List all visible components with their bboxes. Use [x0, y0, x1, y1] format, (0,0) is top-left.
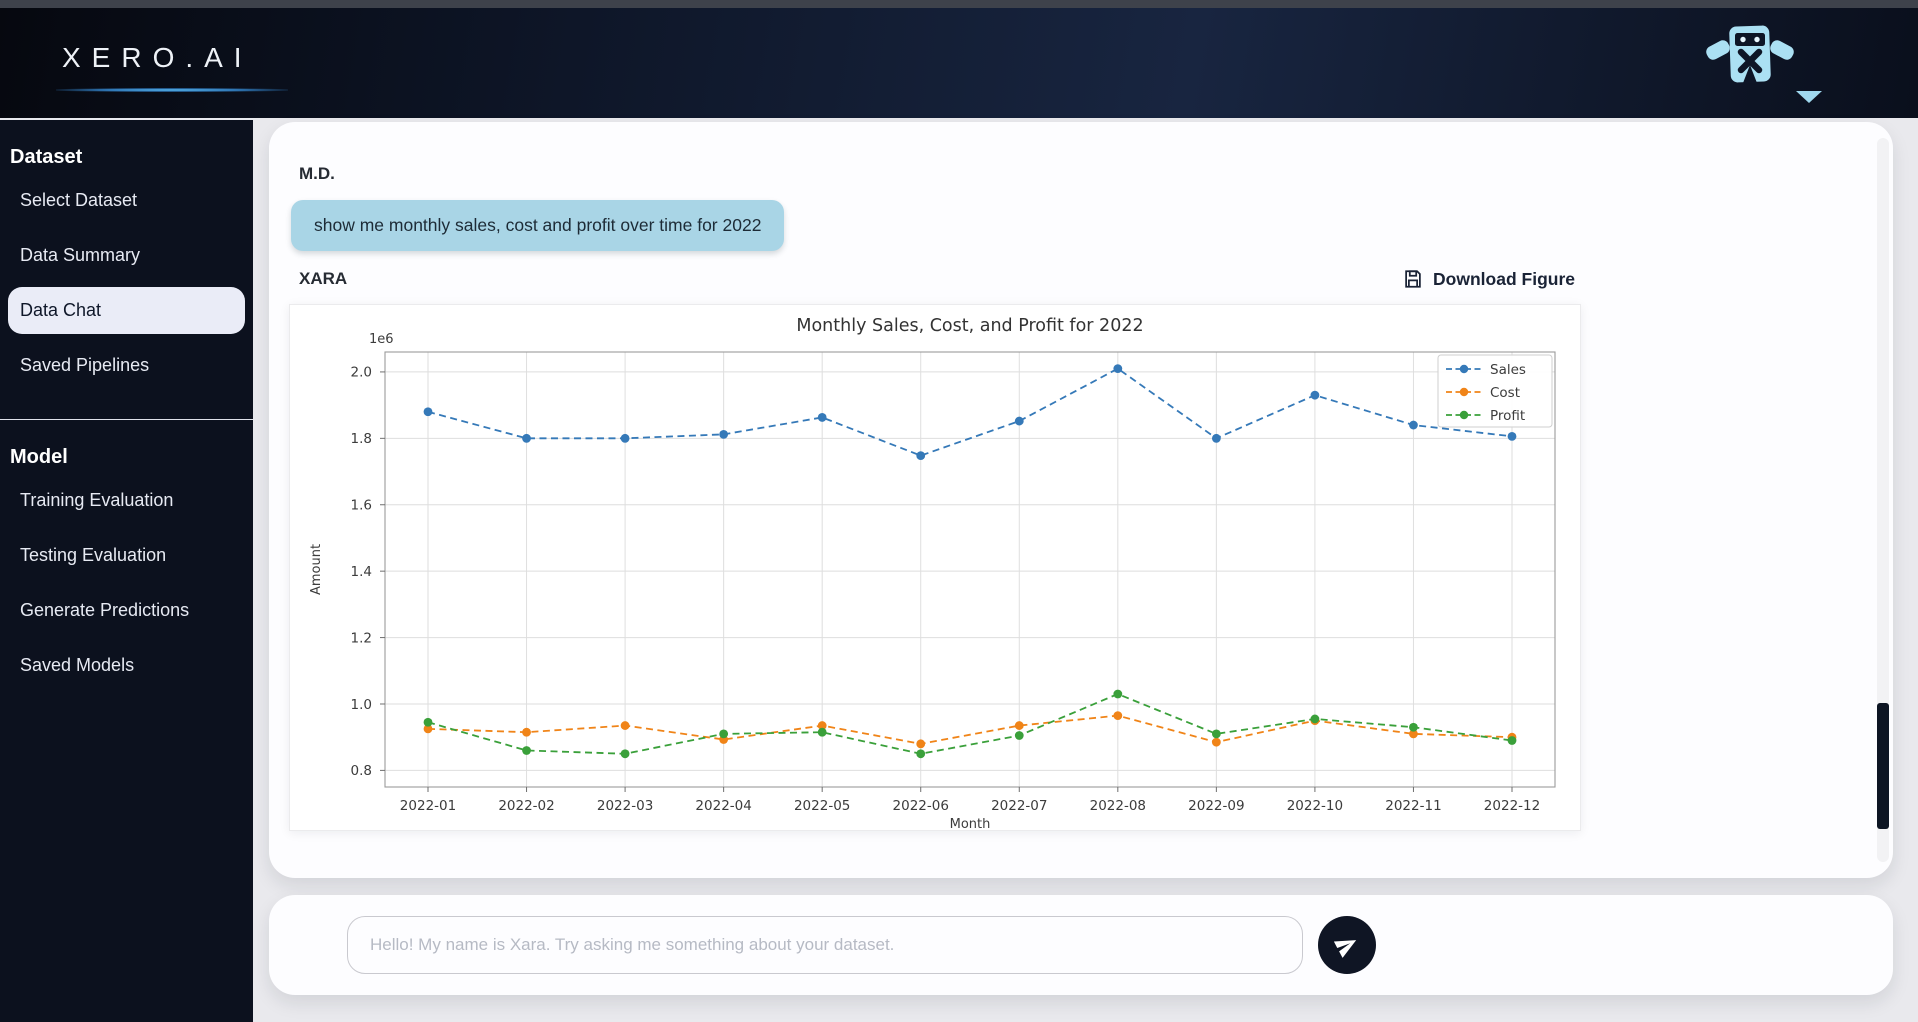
svg-text:Month: Month: [950, 817, 991, 830]
chevron-down-icon: [1796, 91, 1822, 103]
robot-mascot-icon: [1706, 25, 1794, 83]
svg-text:1.6: 1.6: [351, 498, 372, 514]
svg-text:Cost: Cost: [1490, 385, 1520, 401]
assistant-message-author: XARA: [299, 269, 348, 288]
svg-text:2022-10: 2022-10: [1287, 798, 1343, 814]
svg-text:2022-02: 2022-02: [498, 798, 554, 814]
svg-text:2022-05: 2022-05: [794, 798, 850, 814]
svg-text:0.8: 0.8: [351, 763, 372, 779]
svg-text:1e6: 1e6: [369, 332, 394, 347]
chat-scrollbar-track[interactable]: [1877, 138, 1889, 862]
svg-text:Monthly Sales, Cost, and Profi: Monthly Sales, Cost, and Profit for 2022: [796, 316, 1143, 336]
brand-logo: XERO.AI: [62, 42, 253, 73]
chart-figure: 0.8 1.0 1.2 1.4 1.6 1.8 2.0 2022-01 2022-02 2022-…: [289, 304, 1581, 832]
account-menu-toggle[interactable]: [1795, 90, 1823, 109]
download-figure-label: Download Figure: [1433, 268, 1575, 289]
sidebar-nav: Dataset Select Dataset Data Summary Data…: [0, 118, 253, 1022]
sidebar-item-generate-predictions[interactable]: Generate Predictions: [20, 600, 190, 620]
svg-text:2022-11: 2022-11: [1385, 798, 1441, 814]
svg-text:2022-12: 2022-12: [1484, 798, 1540, 814]
svg-text:2022-06: 2022-06: [893, 798, 949, 814]
chat-scrollbar-thumb[interactable]: [1877, 702, 1889, 830]
svg-text:1.0: 1.0: [351, 697, 372, 713]
sidebar-item-training-evaluation[interactable]: Training Evaluation: [20, 490, 174, 510]
sidebar-divider: [0, 419, 253, 420]
sidebar-section-dataset: Dataset: [10, 146, 83, 168]
window-top-strip: [0, 0, 1918, 8]
download-figure-button[interactable]: Download Figure: [1396, 267, 1581, 291]
svg-text:2022-04: 2022-04: [695, 798, 751, 814]
send-icon: [1334, 940, 1357, 958]
svg-text:2022-03: 2022-03: [597, 798, 653, 814]
svg-text:2022-01: 2022-01: [400, 798, 456, 814]
sidebar-item-select-dataset[interactable]: Select Dataset: [20, 190, 138, 210]
sidebar-section-model: Model: [10, 446, 68, 468]
chat-message-input[interactable]: [347, 916, 1303, 974]
svg-text:2.0: 2.0: [351, 365, 372, 381]
composer-panel: [269, 895, 1893, 995]
sidebar-item-data-summary[interactable]: Data Summary: [20, 245, 141, 265]
svg-text:Profit: Profit: [1490, 408, 1525, 424]
svg-text:Amount: Amount: [309, 544, 324, 595]
chat-panel: M.D. show me monthly sales, cost and pro…: [269, 122, 1893, 878]
svg-text:Sales: Sales: [1490, 362, 1526, 378]
sidebar-item-data-chat[interactable]: Data Chat: [8, 287, 245, 334]
svg-text:1.8: 1.8: [351, 431, 372, 447]
chat-messages: M.D. show me monthly sales, cost and pro…: [289, 164, 1581, 832]
send-message-button[interactable]: [1318, 916, 1376, 974]
assistant-message-header: XARA Download Figure: [289, 267, 1581, 291]
svg-text:1.4: 1.4: [351, 564, 372, 580]
svg-text:1.2: 1.2: [351, 630, 372, 646]
sidebar-item-saved-models[interactable]: Saved Models: [20, 655, 135, 675]
svg-text:2022-09: 2022-09: [1188, 798, 1244, 814]
save-icon: [1405, 270, 1421, 288]
sidebar-item-testing-evaluation[interactable]: Testing Evaluation: [20, 545, 167, 565]
svg-text:2022-08: 2022-08: [1090, 798, 1146, 814]
svg-text:2022-07: 2022-07: [991, 798, 1047, 814]
sidebar-item-saved-pipelines[interactable]: Saved Pipelines: [20, 355, 150, 375]
brand-logo-underline: [56, 88, 288, 92]
robot-avatar-icon[interactable]: [1700, 20, 1830, 116]
app-header: XERO.AI: [0, 8, 1918, 118]
chart-svg: 0.8 1.0 1.2 1.4 1.6 1.8 2.0 2022-01 2022-02 2022-…: [309, 316, 1556, 832]
user-message-author: M.D.: [299, 164, 335, 183]
user-message-bubble: show me monthly sales, cost and profit o…: [291, 200, 785, 251]
